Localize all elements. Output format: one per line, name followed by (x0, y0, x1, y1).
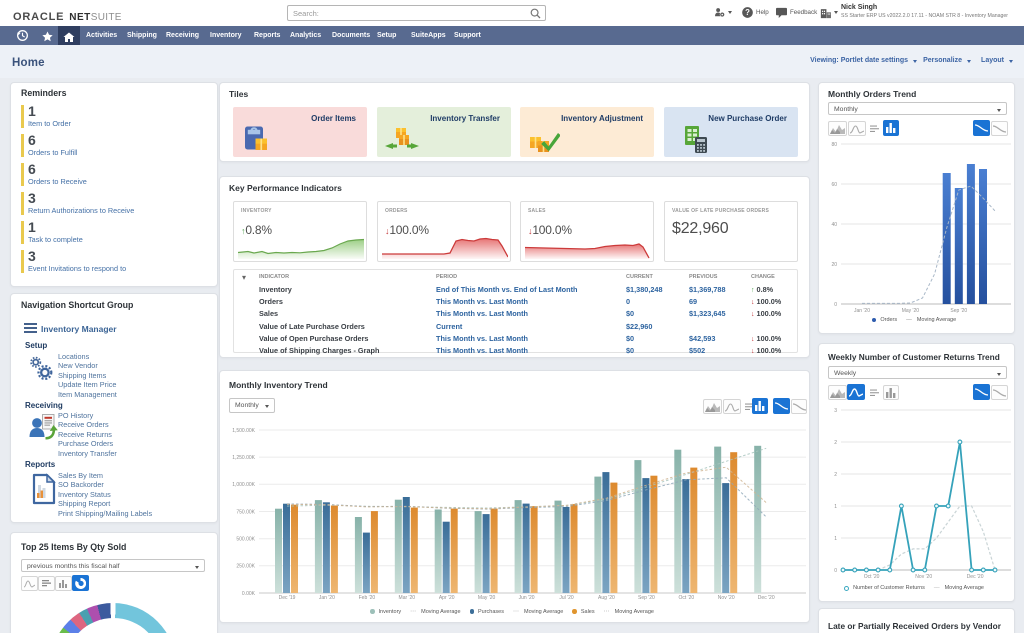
svg-text:500.00K: 500.00K (236, 537, 255, 543)
svg-text:Feb '20: Feb '20 (359, 595, 376, 601)
svg-text:Nov '20: Nov '20 (915, 574, 932, 580)
svg-text:Mar '20: Mar '20 (399, 595, 416, 601)
svg-text:750.00K: 750.00K (236, 509, 255, 515)
svg-text:Sep '20: Sep '20 (950, 308, 967, 314)
svg-text:0: 0 (834, 302, 837, 308)
svg-text:0.00K: 0.00K (242, 591, 256, 597)
svg-text:Jun '20: Jun '20 (519, 595, 535, 601)
svg-text:May '20: May '20 (902, 308, 920, 314)
svg-text:Dec '20: Dec '20 (967, 574, 984, 580)
svg-text:60: 60 (831, 182, 837, 188)
svg-text:40: 40 (831, 222, 837, 228)
svg-text:Jan '20: Jan '20 (854, 308, 870, 314)
svg-text:Oct '20: Oct '20 (864, 574, 880, 580)
svg-text:80: 80 (831, 142, 837, 148)
svg-text:20: 20 (831, 262, 837, 268)
svg-text:2: 2 (834, 440, 837, 446)
svg-text:1: 1 (834, 504, 837, 510)
svg-text:?: ? (745, 8, 750, 17)
svg-text:2: 2 (834, 472, 837, 478)
svg-text:1,000.00K: 1,000.00K (232, 482, 255, 488)
svg-text:Aug '20: Aug '20 (598, 595, 615, 601)
svg-text:Jan '20: Jan '20 (319, 595, 335, 601)
svg-text:3: 3 (834, 408, 837, 414)
svg-text:Sep '20: Sep '20 (638, 595, 655, 601)
svg-text:1,250.00K: 1,250.00K (232, 455, 255, 461)
svg-text:Dec '19: Dec '19 (279, 595, 296, 601)
svg-text:1,500.00K: 1,500.00K (232, 428, 255, 434)
svg-text:Nov '20: Nov '20 (718, 595, 735, 601)
svg-text:1: 1 (834, 536, 837, 542)
svg-text:Apr '20: Apr '20 (439, 595, 455, 601)
svg-text:Dec '20: Dec '20 (758, 595, 775, 601)
svg-text:250.00K: 250.00K (236, 564, 255, 570)
svg-text:0: 0 (834, 568, 837, 574)
svg-text:May '20: May '20 (478, 595, 496, 601)
svg-text:Jul '20: Jul '20 (559, 595, 574, 601)
svg-text:Oct '20: Oct '20 (678, 595, 694, 601)
